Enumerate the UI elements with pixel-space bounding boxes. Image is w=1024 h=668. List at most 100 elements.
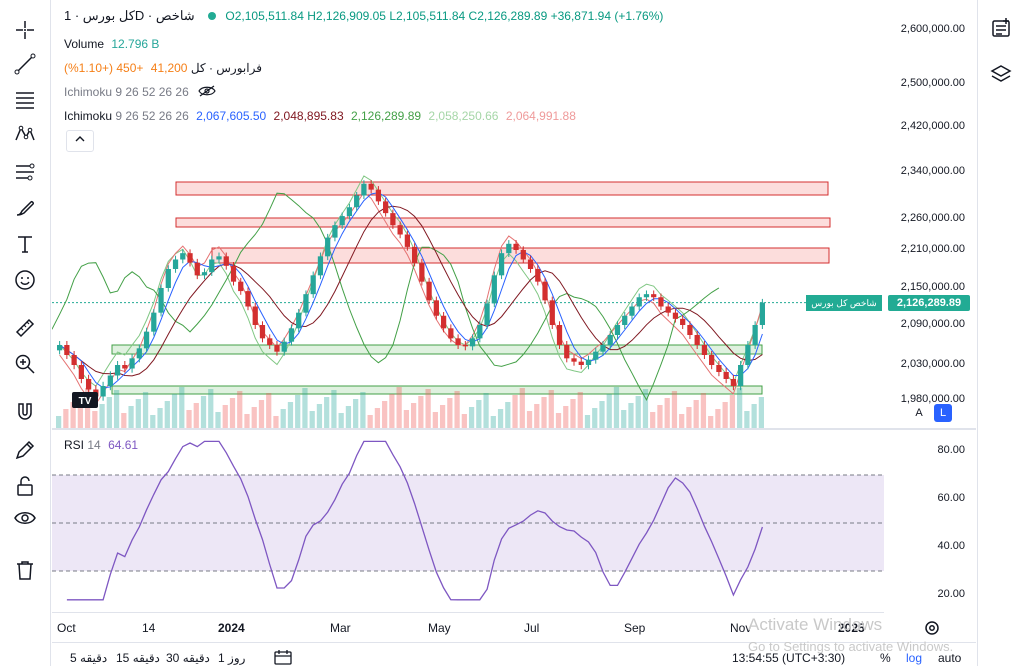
candle[interactable] <box>622 312 628 329</box>
candle[interactable] <box>578 357 584 370</box>
candle[interactable] <box>368 180 374 194</box>
candle[interactable] <box>498 249 505 280</box>
candle[interactable] <box>629 302 635 320</box>
candle[interactable] <box>245 287 251 311</box>
rsi-legend[interactable]: RSI 14 64.61 <box>64 438 138 452</box>
timeframe-30m[interactable]: دقیقه 30 <box>166 651 210 665</box>
candle[interactable] <box>325 233 331 261</box>
timeframe-5m[interactable]: دقیقه 5 <box>70 651 108 665</box>
candle[interactable] <box>78 361 84 384</box>
candle[interactable] <box>354 191 360 211</box>
candle[interactable] <box>209 255 215 276</box>
candle[interactable] <box>100 381 106 401</box>
candle[interactable] <box>64 341 70 359</box>
candle[interactable] <box>151 308 157 336</box>
candle[interactable] <box>658 293 664 311</box>
candle[interactable] <box>462 341 468 351</box>
candle[interactable] <box>709 351 715 370</box>
volume-legend[interactable]: Volume 12.796 B <box>64 37 159 51</box>
layers-icon[interactable] <box>985 58 1017 90</box>
candle[interactable] <box>600 341 606 356</box>
candle[interactable] <box>716 361 722 377</box>
resistance-zone[interactable] <box>175 181 829 196</box>
candle[interactable] <box>738 361 744 391</box>
resistance-zone[interactable] <box>175 217 831 228</box>
symbol-title[interactable]: کل بورس · 1D · شاخص <box>64 8 195 23</box>
candle[interactable] <box>267 334 273 349</box>
candle[interactable] <box>252 302 258 329</box>
candle[interactable] <box>404 230 410 251</box>
fib-retracement-icon[interactable] <box>9 84 41 116</box>
eye-icon[interactable] <box>9 502 41 534</box>
magnet-icon[interactable] <box>9 396 41 428</box>
candle[interactable] <box>440 312 447 333</box>
candle[interactable] <box>614 321 621 339</box>
ruler-icon[interactable] <box>9 312 41 344</box>
candle[interactable] <box>752 321 758 349</box>
candle[interactable] <box>397 221 403 239</box>
candle[interactable] <box>259 321 266 343</box>
candle[interactable] <box>745 341 751 370</box>
candle[interactable] <box>122 361 128 373</box>
candle[interactable] <box>513 240 519 254</box>
candle[interactable] <box>448 324 454 343</box>
candle[interactable] <box>57 341 63 355</box>
candle[interactable] <box>759 298 765 329</box>
candle[interactable] <box>288 324 295 346</box>
candle[interactable] <box>469 334 476 351</box>
rsi-chart-svg[interactable] <box>52 430 884 610</box>
brush-icon[interactable] <box>9 192 41 224</box>
candle[interactable] <box>201 268 208 280</box>
candle[interactable] <box>426 277 432 305</box>
tradingview-logo-icon[interactable]: TV <box>72 392 98 408</box>
candle[interactable] <box>194 258 200 280</box>
collapse-legend-button[interactable] <box>66 130 94 152</box>
candle[interactable] <box>593 347 599 364</box>
candle[interactable] <box>107 371 113 391</box>
candle[interactable] <box>383 197 389 217</box>
candle[interactable] <box>607 331 613 349</box>
candle[interactable] <box>216 252 222 264</box>
trendline-icon[interactable] <box>9 48 41 80</box>
candle[interactable] <box>419 258 425 286</box>
candle[interactable] <box>506 240 512 257</box>
candle[interactable] <box>636 293 642 311</box>
log-scale-toggle[interactable]: log <box>906 651 923 665</box>
candle[interactable] <box>665 302 671 317</box>
resistance-zone[interactable] <box>211 247 830 264</box>
candle[interactable] <box>651 290 657 301</box>
candle[interactable] <box>477 321 483 343</box>
candle[interactable] <box>556 321 563 349</box>
candle[interactable] <box>317 252 324 280</box>
price-axis[interactable]: 2,600,000.00 2,500,000.00 2,420,000.00 2,34… <box>885 0 977 428</box>
candle[interactable] <box>172 255 179 273</box>
main-chart-pane[interactable]: TV <box>52 0 884 428</box>
candle[interactable] <box>527 255 534 273</box>
candle[interactable] <box>158 284 164 317</box>
candle[interactable] <box>136 344 142 363</box>
candle[interactable] <box>455 334 461 349</box>
pattern-icon[interactable] <box>9 118 41 150</box>
ichimoku-hidden-legend[interactable]: Ichimoku 9 26 52 26 26 <box>64 85 216 100</box>
rsi-pane[interactable] <box>52 430 884 610</box>
candle[interactable] <box>310 271 316 298</box>
candle[interactable] <box>303 290 309 317</box>
candle[interactable] <box>281 337 287 356</box>
candle[interactable] <box>129 354 135 373</box>
eye-off-icon[interactable] <box>198 85 216 100</box>
timeframe-1d[interactable]: روز 1 <box>218 651 246 665</box>
candle[interactable] <box>339 212 345 229</box>
candle[interactable] <box>223 252 229 270</box>
candle[interactable] <box>143 327 150 353</box>
lock-icon[interactable] <box>9 470 41 502</box>
ichimoku-legend[interactable]: Ichimoku 9 26 52 26 26 2,067,605.50 2,04… <box>64 109 576 123</box>
candle[interactable] <box>520 246 526 264</box>
forecasting-icon[interactable] <box>9 156 41 188</box>
candle[interactable] <box>484 299 490 329</box>
candle[interactable] <box>165 265 171 292</box>
drawing-pencil-lock-icon[interactable] <box>9 434 41 466</box>
candle[interactable] <box>332 221 338 242</box>
candle[interactable] <box>701 341 708 359</box>
candle[interactable] <box>680 315 686 329</box>
candle[interactable] <box>433 296 439 320</box>
